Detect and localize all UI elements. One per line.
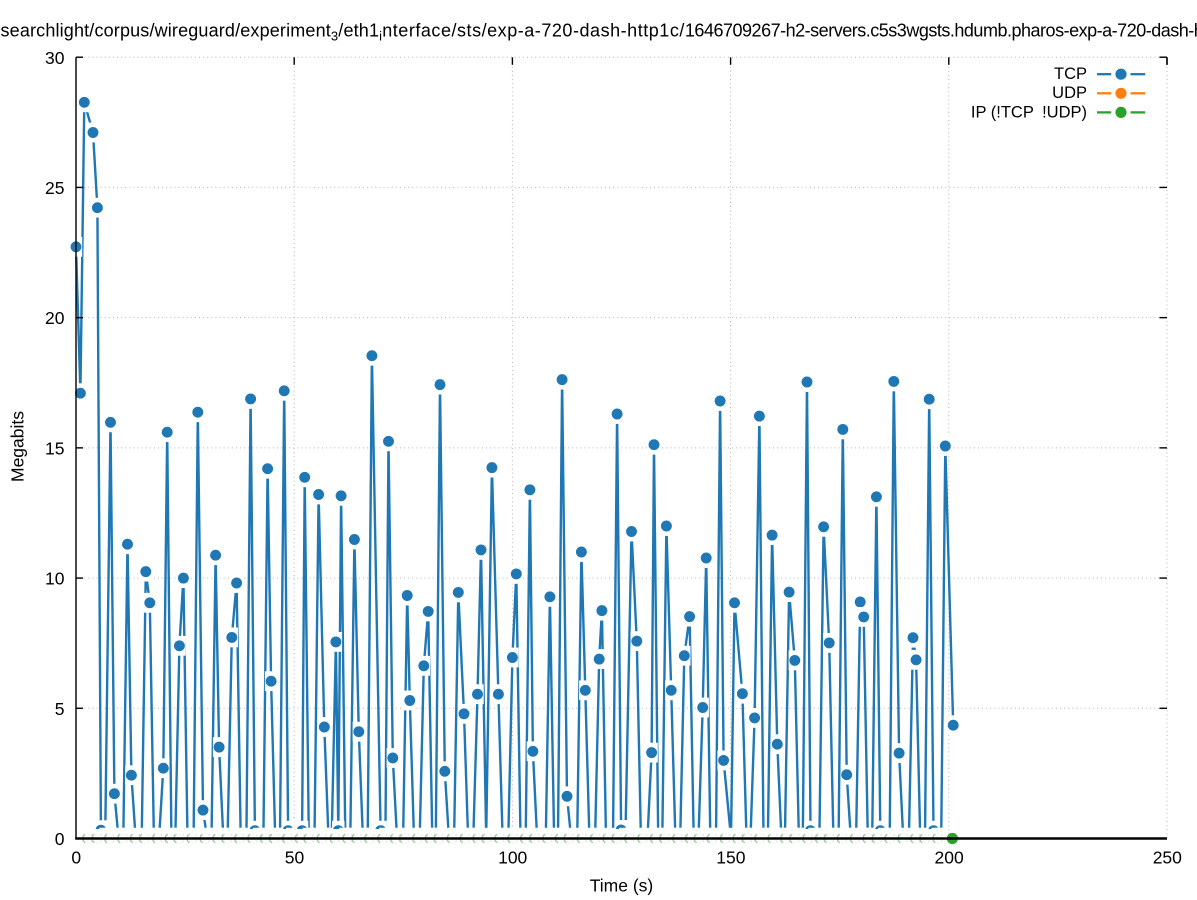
svg-text:0: 0 [55,829,65,849]
svg-text:5: 5 [55,699,65,719]
svg-text:Time (s): Time (s) [590,876,654,896]
svg-text:30: 30 [45,48,65,68]
svg-text:100: 100 [498,848,527,868]
svg-text:25: 25 [45,178,64,198]
svg-text:250: 250 [1153,848,1182,868]
svg-text:50: 50 [285,848,305,868]
svg-text:Megabits: Megabits [8,411,28,482]
svg-text:150: 150 [716,848,745,868]
svg-text:20: 20 [45,308,65,328]
svg-text:15: 15 [45,439,64,459]
svg-text:searchlight/corpus/wireguard/e: searchlight/corpus/wireguard/experiment3… [1,21,1197,44]
svg-text:UDP: UDP [1052,84,1087,102]
svg-text:10: 10 [45,569,65,589]
svg-text:0: 0 [71,848,81,868]
svg-text:200: 200 [934,848,963,868]
svg-text:TCP: TCP [1054,65,1087,83]
svg-text:IP (!TCP !UDP): IP (!TCP !UDP) [971,103,1087,121]
